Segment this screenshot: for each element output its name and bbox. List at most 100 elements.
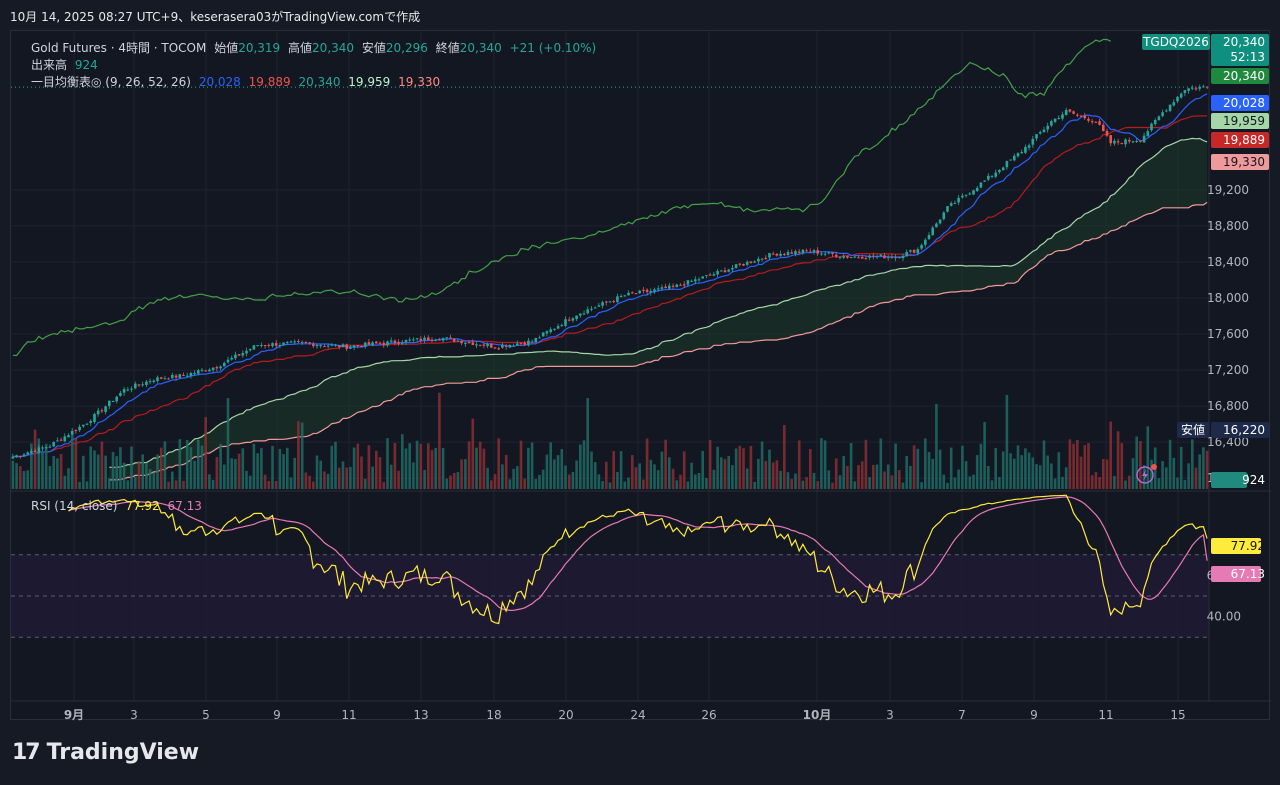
- candle-body: [434, 339, 437, 341]
- volume-bar: [627, 477, 630, 489]
- volume-bar: [248, 475, 252, 489]
- volume-bar: [193, 460, 196, 489]
- volume-bar: [1135, 436, 1138, 489]
- volume-bar: [760, 441, 764, 489]
- volume-bar: [293, 457, 296, 489]
- candle-body: [1072, 111, 1075, 114]
- candle-body: [452, 338, 456, 342]
- time-tick-label: 10月: [803, 708, 832, 721]
- volume-bar: [875, 464, 879, 489]
- candle-body: [1150, 123, 1153, 131]
- candle-body: [924, 239, 927, 245]
- volume-bar: [530, 442, 534, 489]
- alert-lightning-icon: [1136, 464, 1157, 484]
- symbol-tag-text: TGDQ2026: [1142, 35, 1209, 49]
- volume-bar: [501, 464, 504, 489]
- candle-body: [953, 203, 957, 204]
- candle-body: [1094, 121, 1098, 123]
- volume-bar: [634, 467, 638, 489]
- candle-body: [345, 344, 348, 349]
- candle-body: [1105, 131, 1109, 136]
- candle-body: [126, 389, 130, 391]
- candle-body: [1087, 118, 1090, 121]
- volume-bar: [931, 459, 934, 489]
- candle-body: [1013, 155, 1016, 161]
- candle-body: [1102, 124, 1105, 132]
- volume-bar: [664, 439, 667, 489]
- candle-body: [15, 455, 18, 458]
- candle-body: [449, 337, 452, 339]
- volume-bar: [860, 461, 864, 489]
- volume-bar: [827, 470, 831, 489]
- candle-body: [775, 253, 779, 256]
- volume-bar: [19, 466, 22, 489]
- volume-bar: [619, 451, 623, 489]
- candle-body: [122, 389, 126, 393]
- volume-bar: [846, 465, 849, 489]
- volume-bar: [378, 457, 382, 489]
- volume-bar: [119, 447, 122, 489]
- volume-bar: [508, 479, 512, 489]
- candle-body: [108, 400, 111, 407]
- volume-bar: [749, 446, 753, 489]
- volume-bar: [794, 473, 797, 489]
- candle-body: [159, 377, 163, 379]
- volume-bar: [156, 454, 159, 489]
- volume-bar: [352, 447, 356, 489]
- chart-frame[interactable]: 16,00016,40016,80017,20017,60018,00018,4…: [10, 30, 1271, 721]
- chart-canvas[interactable]: 16,00016,40016,80017,20017,60018,00018,4…: [11, 31, 1271, 721]
- volume-bar: [801, 480, 805, 489]
- candle-body: [1076, 114, 1079, 116]
- candle-body: [1131, 141, 1135, 143]
- candle-body: [816, 250, 819, 254]
- rsi-label[interactable]: RSI (14, close): [31, 499, 118, 513]
- candle-body: [504, 345, 508, 347]
- volume-bar: [115, 456, 118, 489]
- candle-body: [1068, 109, 1072, 112]
- candle-body: [593, 307, 597, 309]
- tradingview-logo[interactable]: 17 TradingView: [12, 740, 199, 765]
- last-price-bg: [1211, 34, 1269, 66]
- candle-body: [312, 344, 315, 347]
- volume-bar: [48, 466, 52, 489]
- candle-body: [78, 426, 81, 431]
- ichimoku-legend: 一目均衡表◎ (9, 26, 52, 26) 20,028 19,889 20,…: [31, 73, 444, 90]
- candle-body: [189, 373, 193, 377]
- volume-bar: [916, 448, 920, 489]
- candle-body: [460, 341, 463, 344]
- ichimoku-label[interactable]: 一目均衡表◎ (9, 26, 52, 26): [31, 75, 191, 89]
- candle-body: [19, 456, 22, 458]
- volume-bar: [1009, 453, 1012, 489]
- candle-body: [1061, 114, 1064, 119]
- volume-bar: [167, 481, 170, 489]
- volume-bar: [605, 461, 608, 489]
- volume-bar: [519, 440, 523, 489]
- volume-bar: [286, 447, 289, 489]
- candle-body: [809, 251, 812, 253]
- volume-bar: [326, 473, 330, 489]
- volume-bar: [872, 464, 875, 489]
- candle-body: [148, 381, 152, 383]
- volume-bar: [864, 439, 868, 489]
- volume-bar: [504, 454, 508, 489]
- candle-body: [267, 344, 271, 346]
- price-tick-label: 19,200: [1207, 183, 1249, 197]
- volume-bar: [356, 443, 360, 489]
- time-tick-label: 11: [1098, 708, 1113, 721]
- volume-bar: [567, 474, 571, 489]
- symbol-name[interactable]: Gold Futures · 4時間 · TOCOM: [31, 41, 207, 55]
- volume-label[interactable]: 出来高: [31, 58, 68, 72]
- candle-body: [1057, 118, 1061, 120]
- volume-bar: [82, 455, 85, 489]
- volume-bar: [371, 466, 374, 489]
- volume-bar: [434, 447, 437, 489]
- volume-bar: [427, 443, 430, 489]
- candle-body: [182, 374, 185, 376]
- volume-bar: [208, 474, 211, 489]
- volume-bar: [304, 472, 308, 489]
- candle-body: [241, 353, 245, 356]
- volume-bar: [1191, 439, 1194, 489]
- volume-bar: [898, 470, 901, 489]
- candle-body: [52, 442, 55, 447]
- volume-bar: [905, 455, 908, 489]
